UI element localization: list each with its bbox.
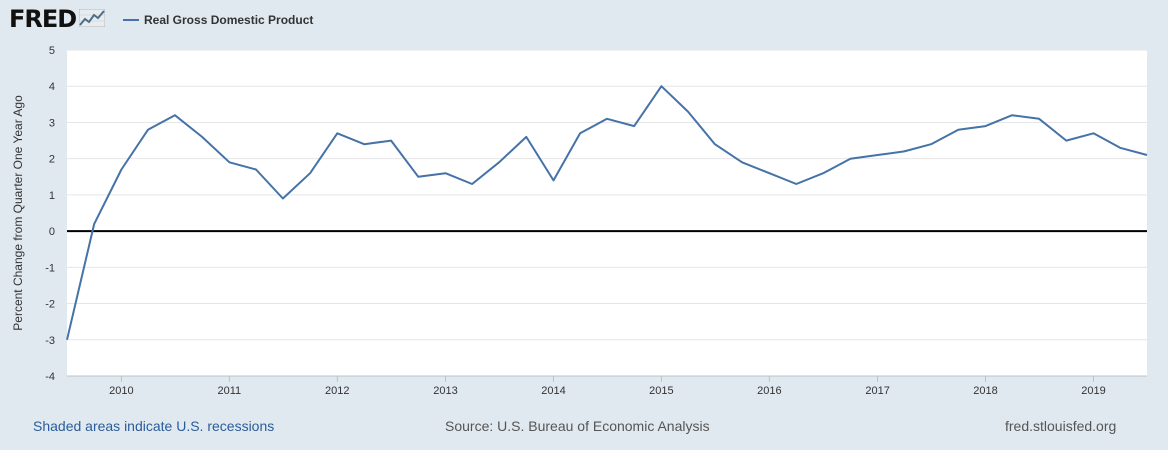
series-group bbox=[66, 85, 1148, 341]
y-axis: 5 4 3 2 1 0 -1 -2 -3 -4 bbox=[45, 45, 55, 383]
y-tick-label: -3 bbox=[45, 335, 55, 347]
series-line bbox=[66, 85, 1148, 341]
x-tick-label: 2014 bbox=[541, 385, 565, 397]
fred-logo-text: FRED bbox=[9, 5, 77, 33]
x-tick-label: 2015 bbox=[649, 385, 673, 397]
chart-header: FRED Real Gross Domestic Product bbox=[0, 0, 1168, 40]
x-tick-label: 2017 bbox=[865, 385, 889, 397]
y-tick-label: -2 bbox=[45, 299, 55, 311]
legend-item[interactable]: Real Gross Domestic Product bbox=[123, 12, 313, 28]
y-tick-label: 5 bbox=[49, 45, 55, 57]
y-tick-label: 0 bbox=[49, 226, 55, 238]
y-tick-label: 1 bbox=[49, 190, 55, 202]
x-axis: 2010 2011 2012 2013 2014 2015 2016 2017 2018 2019 bbox=[67, 375, 1147, 397]
fred-logo-graph-icon bbox=[79, 9, 106, 27]
y-tick-label: 3 bbox=[49, 117, 55, 129]
y-tick-label: -4 bbox=[45, 371, 55, 383]
y-tick-label: 2 bbox=[49, 154, 55, 166]
x-tick-label: 2019 bbox=[1081, 385, 1105, 397]
plot-area bbox=[67, 50, 1147, 376]
x-tick-label: 2010 bbox=[109, 385, 133, 397]
site-link[interactable]: fred.stlouisfed.org bbox=[1005, 418, 1117, 434]
y-tick-label: 4 bbox=[49, 81, 55, 93]
source-note: Source: U.S. Bureau of Economic Analysis bbox=[445, 418, 710, 434]
x-tick-label: 2013 bbox=[433, 385, 457, 397]
y-axis-title: Percent Change from Quarter One Year Ago bbox=[11, 95, 25, 331]
x-tick-label: 2016 bbox=[757, 385, 781, 397]
y-tick-label: -1 bbox=[45, 262, 55, 274]
legend-label: Real Gross Domestic Product bbox=[144, 13, 314, 27]
x-tick-label: 2011 bbox=[218, 385, 242, 397]
x-tick-label: 2018 bbox=[973, 385, 997, 397]
recessions-note-link[interactable]: Shaded areas indicate U.S. recessions bbox=[33, 418, 275, 434]
x-tick-label: 2012 bbox=[325, 385, 349, 397]
fred-logo[interactable]: FRED bbox=[9, 4, 106, 34]
legend-swatch bbox=[123, 19, 139, 21]
